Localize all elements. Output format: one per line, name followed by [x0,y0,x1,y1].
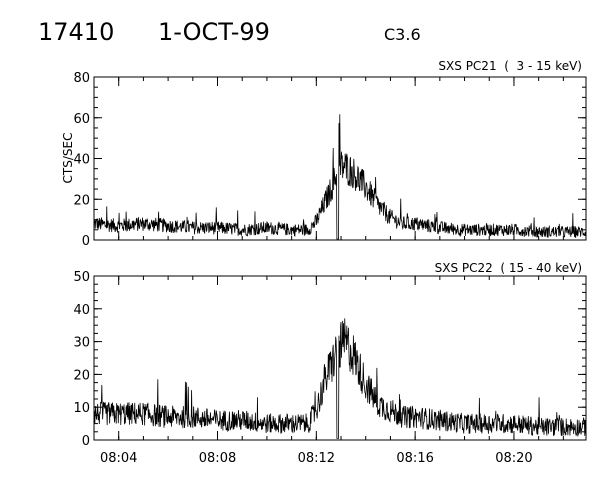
x-tick-label: 08:12 [298,451,335,466]
x-tick-label: 08:20 [495,451,532,466]
y-tick-label: 50 [73,270,90,285]
y-tick-label: 10 [73,401,90,416]
goes-class: C3.6 [384,25,421,44]
panel-pc22: SXS PC22 ( 15 - 40 keV) 0 10 20 30 40 50 08:04… [73,261,587,466]
y-tick-label: 0 [82,434,90,449]
count-rate-line [93,318,587,439]
y-tick-label: 60 [73,112,90,127]
event-date: 1-OCT-99 [158,18,270,46]
panel-pc21: SXS PC21 ( 3 - 15 keV) CTS/SEC 0 20 40 60 80 [61,59,587,249]
y-axis-label: CTS/SEC [61,133,75,184]
count-rate-line [93,114,587,240]
x-tick-label: 08:16 [396,451,433,466]
y-tick-label: 40 [73,153,90,168]
y-tick-label: 40 [73,303,90,318]
event-id: 17410 [38,18,114,46]
x-tick-label: 08:04 [100,451,137,466]
y-tick-label: 20 [73,368,90,383]
y-tick-label: 0 [82,234,90,249]
panel-title-pc22: SXS PC22 ( 15 - 40 keV) [435,261,582,275]
panel-title-pc21: SXS PC21 ( 3 - 15 keV) [438,59,582,73]
y-tick-label: 80 [73,71,90,86]
y-tick-label: 30 [73,336,90,351]
x-tick-label: 08:08 [199,451,236,466]
y-tick-label: 20 [73,193,90,208]
